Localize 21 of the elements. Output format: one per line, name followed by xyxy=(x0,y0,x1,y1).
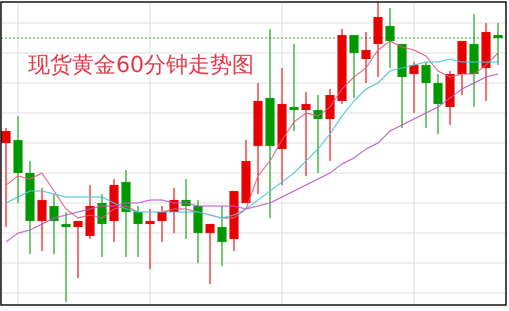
text: 现货黄金60分钟走势图 xyxy=(28,53,254,78)
candlestick xyxy=(349,34,359,98)
candlestick xyxy=(301,92,311,176)
candlestick xyxy=(49,194,59,254)
candlestick xyxy=(61,212,71,302)
candlestick xyxy=(385,8,395,68)
candlestick xyxy=(493,22,503,66)
candlestick xyxy=(1,128,11,228)
candlestick xyxy=(421,62,431,128)
candlestick xyxy=(205,224,215,284)
candlestick xyxy=(145,208,155,270)
candlestick xyxy=(217,206,227,266)
candlestick xyxy=(325,88,335,162)
candlestick xyxy=(361,32,371,84)
candlestick xyxy=(133,206,143,258)
candlestick xyxy=(409,62,419,114)
candlestick xyxy=(37,188,47,252)
candlestick xyxy=(157,206,167,242)
candlestick xyxy=(73,220,83,278)
candlestick xyxy=(289,44,299,132)
candlestick xyxy=(433,74,443,134)
